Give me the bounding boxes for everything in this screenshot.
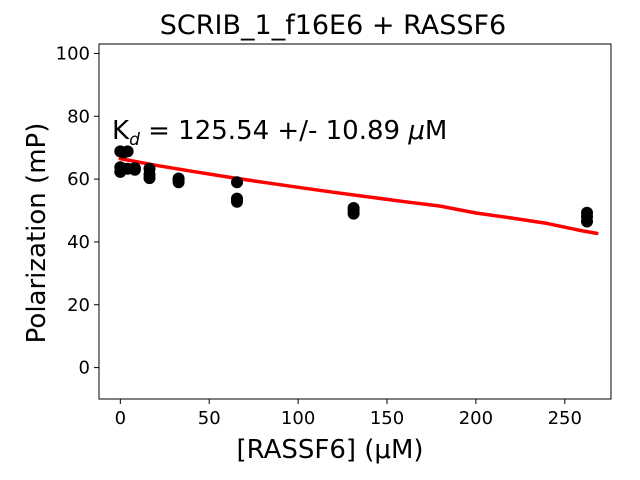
data-point (143, 172, 156, 185)
kd-annotation-unit: M (425, 116, 447, 146)
y-axis-title: Polarization (mP) (22, 123, 52, 344)
kd-annotation-rest: = 125.54 +/- 10.89 (140, 116, 408, 146)
data-point (347, 207, 360, 220)
y-tick-label: 20 (67, 295, 90, 316)
y-tick-label: 40 (67, 232, 90, 253)
data-point (121, 145, 134, 158)
y-tick-label: 100 (56, 43, 90, 64)
kd-annotation-sub: d (129, 130, 140, 150)
data-point (581, 215, 593, 228)
x-tick-label: 200 (459, 408, 493, 429)
data-points-layer (114, 145, 593, 228)
x-tick-label: 50 (198, 408, 221, 429)
chart-title: SCRIB_1_f16E6 + RASSF6 (160, 10, 506, 41)
x-tick-label: 150 (370, 408, 404, 429)
data-point (231, 176, 243, 189)
data-point (172, 176, 185, 189)
y-axis-ticks: 0 20 40 60 80 100 (56, 43, 99, 379)
y-tick-label: 60 (67, 169, 90, 190)
data-point (128, 163, 141, 176)
x-axis-title: [RASSF6] (μM) (236, 435, 423, 465)
x-tick-label: 100 (281, 408, 315, 429)
y-tick-label: 0 (79, 358, 90, 379)
x-tick-label: 250 (548, 408, 582, 429)
fit-curve-layer (118, 156, 599, 236)
kd-annotation: Kd = 125.54 +/- 10.89 μM (112, 116, 447, 150)
kd-annotation-mu: μ (407, 116, 425, 146)
kd-annotation-main: K (112, 116, 130, 146)
fit-curve (118, 156, 599, 236)
x-tick-label: 0 (115, 408, 126, 429)
x-axis-ticks: 0 50 100 150 200 250 (115, 399, 582, 429)
plot-frame (98, 43, 612, 400)
y-tick-label: 80 (67, 106, 90, 127)
data-point (231, 195, 243, 208)
